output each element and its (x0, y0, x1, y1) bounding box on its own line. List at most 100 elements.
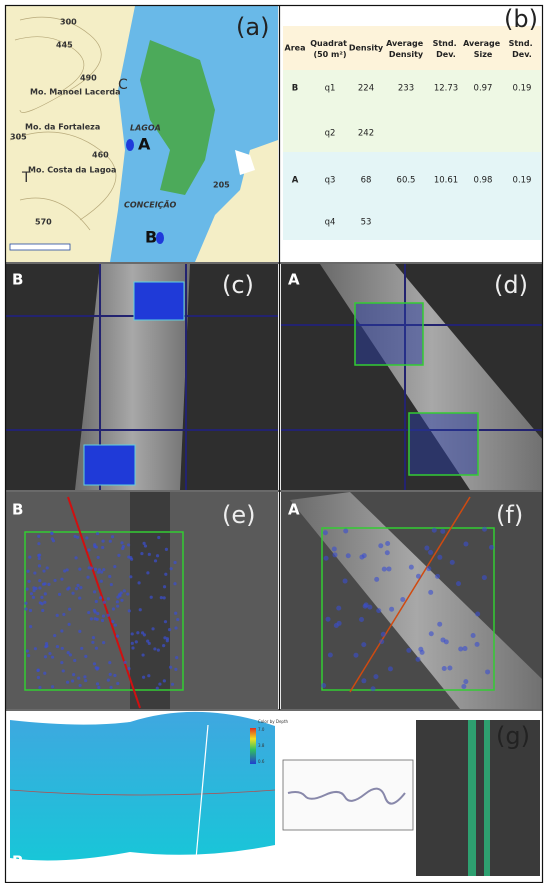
panel-label: (f) (496, 501, 523, 529)
texture-dot (67, 622, 71, 626)
texture-dot (33, 647, 38, 651)
texture-dot (387, 666, 393, 672)
table-cell: 0.97 (474, 84, 493, 94)
texture-dot (367, 604, 373, 610)
map-label: LAGOA (130, 124, 161, 133)
texture-dot (424, 545, 430, 551)
texture-dot (40, 595, 44, 599)
texture-dot (379, 639, 385, 645)
texture-dot (37, 553, 41, 558)
table-cell: q4 (325, 218, 336, 228)
texture-dot (153, 559, 158, 563)
table-cell: A (292, 176, 299, 186)
texture-dot (96, 666, 100, 670)
texture-dot (342, 578, 348, 584)
table-cell: 0.19 (513, 84, 532, 94)
site-marker (156, 232, 164, 244)
texture-dot (65, 568, 69, 572)
texture-dot (122, 589, 126, 593)
pointcloud-panel: B (c) (6, 264, 278, 490)
texture-dot (66, 650, 70, 655)
texture-dot (155, 554, 160, 558)
texture-dot (45, 566, 49, 570)
texture-dot (38, 601, 42, 605)
texture-dot (43, 600, 47, 604)
texture-dot (27, 654, 31, 658)
texture-dot (370, 686, 376, 692)
texture-dot (102, 568, 106, 572)
column-header: Average Size (463, 39, 503, 59)
texture-dot (94, 646, 99, 650)
texture-dot (127, 667, 131, 671)
texture-dot (127, 609, 131, 613)
map-label: 305 (10, 133, 27, 142)
texture-dot (66, 680, 70, 684)
texture-dot (174, 611, 178, 615)
texture-dot (109, 685, 113, 690)
texture-dot (108, 672, 112, 676)
texture-dot (100, 618, 105, 623)
map-label: Mo. Manoel Lacerda (30, 88, 121, 97)
texture-dot (83, 675, 87, 679)
map-panel: 300 445 490 Mo. Manoel Lacerda Mo. da Fo… (6, 6, 278, 262)
texture-dot (97, 685, 101, 690)
texture-dot (175, 655, 179, 660)
closeup-panel: A (f) (281, 492, 543, 709)
map-label: 460 (92, 151, 109, 160)
texture-dot (470, 633, 476, 639)
texture-dot (84, 654, 88, 658)
texture-dot (163, 636, 167, 640)
texture-dot (406, 647, 412, 653)
colorbar (250, 728, 256, 764)
texture-dot (331, 546, 337, 552)
texture-dot (45, 644, 49, 648)
texture-dot (147, 552, 151, 556)
texture-dot (481, 575, 487, 581)
texture-dot (415, 656, 421, 662)
map-label: Mo. da Fortaleza (25, 123, 100, 132)
texture-dot (113, 565, 117, 569)
texture-dot (68, 653, 72, 657)
texture-dot (386, 566, 392, 572)
texture-dot (116, 681, 120, 686)
table-cell: q3 (325, 176, 336, 186)
texture-dot (91, 636, 96, 640)
texture-dot (155, 686, 159, 690)
texture-dot (461, 684, 467, 690)
texture-dot (426, 566, 432, 572)
texture-dot (92, 608, 96, 612)
texture-dot (437, 621, 443, 627)
texture-dot (146, 639, 150, 643)
texture-dot (92, 590, 97, 594)
texture-dot (332, 552, 338, 558)
map-label: 205 (213, 181, 230, 190)
texture-dot (80, 646, 84, 651)
texture-dot (167, 628, 172, 632)
texture-dot (157, 535, 161, 540)
texture-dot (78, 567, 82, 571)
texture-dot (26, 569, 30, 573)
texture-dot (136, 631, 140, 635)
profile-trace (287, 787, 406, 805)
channel (130, 492, 170, 709)
texture-dot (458, 646, 464, 652)
texture-dot (50, 531, 54, 536)
panel-label: (d) (494, 271, 528, 299)
texture-dot (73, 658, 77, 663)
texture-dot (89, 566, 94, 570)
texture-dot (24, 607, 28, 611)
texture-dot (94, 599, 98, 604)
texture-dot (108, 574, 112, 579)
texture-dot (149, 595, 153, 599)
texture-dot (101, 614, 106, 618)
texture-dot (153, 647, 157, 651)
texture-dot (126, 543, 131, 547)
texture-dot (50, 685, 55, 689)
contour (9, 789, 276, 796)
texture-dot (140, 551, 144, 556)
texture-dot (57, 592, 62, 596)
texture-dot (71, 591, 75, 595)
panel-label: (e) (222, 501, 256, 529)
texture-dot (361, 553, 367, 559)
